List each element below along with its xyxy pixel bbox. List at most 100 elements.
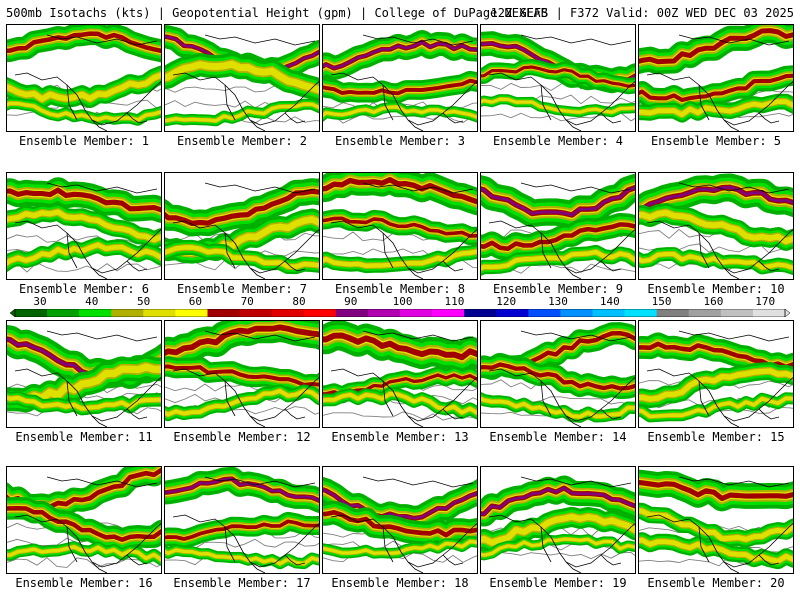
ensemble-member-map — [164, 172, 320, 280]
ensemble-member-caption: Ensemble Member: 13 — [331, 430, 469, 444]
ensemble-member-map — [164, 320, 320, 428]
ensemble-member-map — [6, 172, 162, 280]
ensemble-member-map — [480, 466, 636, 574]
isotach-map — [639, 25, 793, 131]
isotach-map — [165, 467, 319, 573]
colorbar-swatch — [47, 309, 80, 317]
colorbar-swatch — [335, 309, 369, 317]
colorbar-swatch — [271, 309, 305, 317]
ensemble-member-caption: Ensemble Member: 17 — [173, 576, 311, 590]
ensemble-member-caption: Ensemble Member: 19 — [489, 576, 627, 590]
isotach-map — [639, 469, 793, 573]
colorbar-swatch — [464, 309, 497, 317]
colorbar-tick-label: 140 — [599, 295, 620, 308]
colorbar-swatch — [560, 309, 593, 317]
ensemble-member-caption: Ensemble Member: 15 — [647, 430, 785, 444]
isotach-map — [481, 31, 635, 131]
colorbar-tick-label: 170 — [755, 295, 776, 308]
ensemble-member-map — [6, 320, 162, 428]
isotach-map — [7, 177, 161, 279]
colorbar-swatch — [303, 309, 337, 317]
isotach-map — [323, 476, 477, 573]
isotach-map — [165, 25, 319, 131]
ensemble-member-map — [638, 172, 794, 280]
ensemble-member-map — [638, 466, 794, 574]
isotach-map — [481, 322, 635, 427]
isotach-map — [323, 30, 477, 131]
colorbar-scale — [10, 309, 790, 317]
ensemble-member-caption: Ensemble Member: 11 — [15, 430, 153, 444]
colorbar-swatch — [752, 309, 786, 317]
map-title: 500mb Isotachs (kts) | Geopotential Heig… — [6, 6, 548, 20]
ensemble-member-map — [638, 24, 794, 132]
colorbar-swatch — [143, 309, 176, 317]
colorbar-tick-label: 90 — [344, 295, 358, 308]
ensemble-member-map — [6, 466, 162, 574]
colorbar-swatch — [592, 309, 626, 317]
colorbar-swatch — [656, 309, 690, 317]
ensemble-member-caption: Ensemble Member: 9 — [492, 282, 624, 296]
isotach-map — [7, 25, 161, 131]
ensemble-member-map — [480, 172, 636, 280]
ensemble-member-caption: Ensemble Member: 16 — [15, 576, 153, 590]
colorbar-swatch — [528, 309, 561, 317]
ensemble-member-caption: Ensemble Member: 5 — [650, 134, 782, 148]
isotach-map — [7, 467, 161, 573]
colorbar-tick-label: 30 — [33, 295, 47, 308]
ensemble-member-map — [322, 466, 478, 574]
colorbar-swatch — [624, 309, 658, 317]
colorbar-tick-label: 70 — [240, 295, 254, 308]
colorbar-swatch — [367, 309, 401, 317]
colorbar-tick-label: 40 — [85, 295, 99, 308]
colorbar-tick-label: 60 — [188, 295, 203, 308]
ensemble-member-caption: Ensemble Member: 7 — [176, 282, 308, 296]
colorbar-swatch — [400, 309, 433, 317]
ensemble-member-caption: Ensemble Member: 12 — [173, 430, 311, 444]
ensemble-member-map — [6, 24, 162, 132]
isotach-map — [639, 330, 793, 427]
ensemble-member-map — [480, 320, 636, 428]
wind-speed-colorbar: 30 40 50 60 70 80 90 100 110 120 130 140 150 160 170 — [10, 296, 790, 320]
isotach-map — [481, 173, 635, 279]
colorbar-tick-label: 130 — [548, 295, 568, 308]
ensemble-member-caption: Ensemble Member: 14 — [489, 430, 627, 444]
ensemble-member-caption: Ensemble Member: 4 — [492, 134, 624, 148]
colorbar-tick-label: 120 — [496, 295, 517, 308]
colorbar-tick-label: 50 — [136, 295, 151, 308]
colorbar-swatch — [432, 309, 465, 317]
ensemble-member-caption: Ensemble Member: 1 — [18, 134, 150, 148]
model-valid-time: 12Z GEFS | F372 Valid: 00Z WED DEC 03 20… — [490, 6, 794, 20]
colorbar-swatch — [15, 309, 48, 317]
colorbar-swatch — [239, 309, 273, 317]
isotach-map — [165, 177, 319, 279]
colorbar-end-arrow — [10, 309, 16, 317]
ensemble-member-caption: Ensemble Member: 2 — [176, 134, 308, 148]
isotach-map — [323, 321, 477, 427]
colorbar-swatch — [175, 309, 208, 317]
ensemble-member-map — [322, 24, 478, 132]
ensemble-member-map — [164, 24, 320, 132]
colorbar-swatch — [79, 309, 112, 317]
ensemble-member-map — [322, 320, 478, 428]
ensemble-member-caption: Ensemble Member: 18 — [331, 576, 469, 590]
colorbar-swatch — [207, 309, 241, 317]
ensemble-member-map — [322, 172, 478, 280]
colorbar-swatch — [111, 309, 144, 317]
ensemble-member-map — [638, 320, 794, 428]
colorbar-tick-label: 100 — [392, 295, 413, 308]
colorbar-tick-label: 150 — [651, 295, 672, 308]
ensemble-member-caption: Ensemble Member: 8 — [334, 282, 466, 296]
colorbar-swatch — [688, 309, 722, 317]
colorbar-end-arrow — [784, 309, 790, 317]
ensemble-member-caption: Ensemble Member: 3 — [334, 134, 466, 148]
colorbar-swatch — [496, 309, 529, 317]
colorbar-tick-label: 110 — [444, 295, 465, 308]
colorbar-outline — [14, 309, 786, 317]
ensemble-member-caption: Ensemble Member: 20 — [647, 576, 785, 590]
ensemble-member-caption: Ensemble Member: 10 — [647, 282, 785, 296]
colorbar-tick-label: 80 — [292, 295, 306, 308]
isotach-map — [481, 475, 635, 573]
ensemble-member-caption: Ensemble Member: 6 — [18, 282, 150, 296]
colorbar-swatch — [720, 309, 754, 317]
